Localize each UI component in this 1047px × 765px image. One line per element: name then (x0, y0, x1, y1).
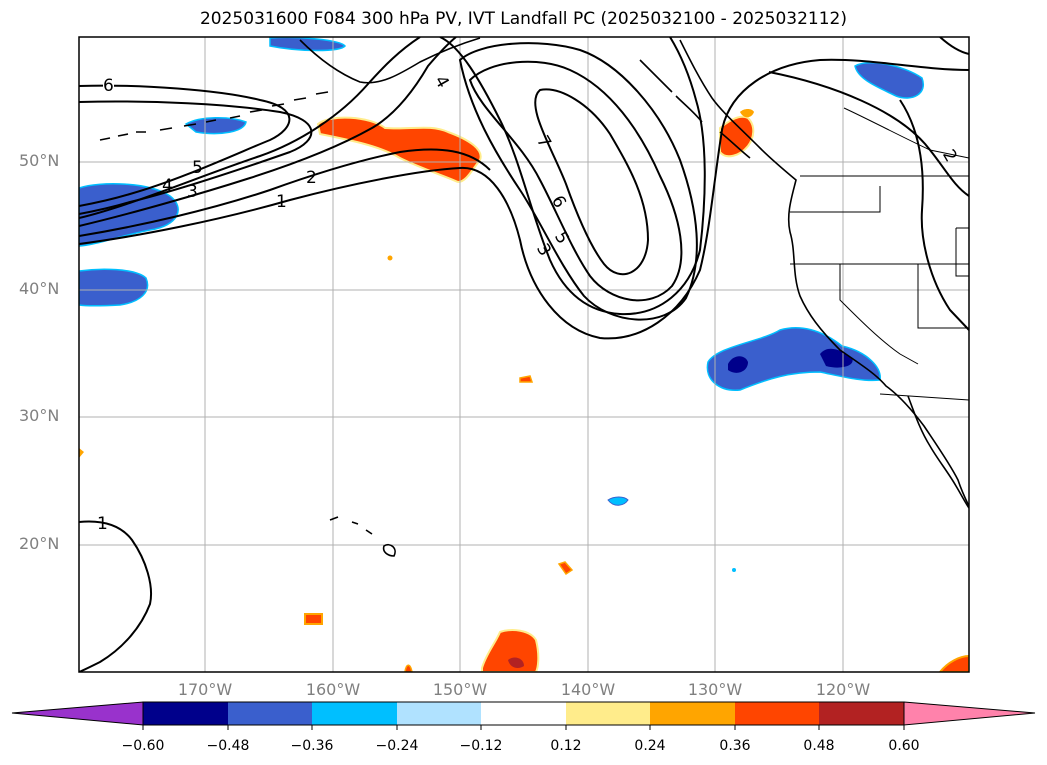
colorbar-swatch (228, 702, 312, 725)
colorbar-tick-label: 0.36 (719, 738, 751, 754)
negative-anomaly-patch (79, 268, 149, 307)
map-frame (78, 36, 970, 673)
negative-anomaly-patch (269, 37, 346, 52)
colorbar-tick-marks (142, 725, 905, 730)
contour-right-edge (899, 99, 969, 331)
positive-anomaly-patch (740, 109, 754, 118)
positive-anomaly-patch (316, 116, 482, 184)
colorbar-swatch (312, 702, 397, 725)
colorbar-tick-label: −0.48 (206, 738, 250, 754)
baja-california-coastline (907, 395, 969, 509)
contour-ridge-4 (439, 37, 706, 316)
colorbar-swatch (819, 702, 904, 725)
contour-ridge-5 (458, 42, 698, 321)
lat-label: 40°N (19, 279, 60, 298)
contour-6-left (79, 84, 291, 207)
contour-2 (79, 148, 491, 237)
north-america-coastline (679, 39, 969, 507)
positive-anomaly-patch (938, 654, 969, 672)
map-title: 2025031600 F084 300 hPa PV, IVT Landfall… (199, 9, 847, 29)
positive-anomaly-patch (387, 255, 393, 261)
positive-anomaly-patch (304, 613, 323, 625)
contour-ridge-6 (468, 60, 683, 302)
contour-1 (79, 58, 969, 340)
lon-label: 120°W (815, 680, 871, 699)
colorbar-swatch (735, 702, 819, 725)
canada-coast-islands (639, 59, 751, 159)
colorbar-tick-label: −0.24 (375, 738, 419, 754)
lat-label: 20°N (19, 534, 60, 553)
colorbar-swatch (481, 702, 566, 725)
alaska-coastline (299, 37, 481, 84)
positive-anomaly-patch (519, 375, 534, 383)
contour-3 (79, 37, 457, 227)
colorbar-extend-low (11, 701, 144, 726)
negative-anomaly-patch (854, 62, 925, 99)
colorbar-tick-label: −0.36 (290, 738, 334, 754)
contour-1-south (79, 520, 152, 672)
negative-anomaly-patch (184, 117, 247, 135)
lon-label: 140°W (560, 680, 616, 699)
weak-negative-anomaly-patch (732, 568, 736, 572)
coastlines (99, 37, 969, 557)
lon-label: 160°W (305, 680, 361, 699)
lon-label: 130°W (687, 680, 743, 699)
strong-positive-anomaly-patch (508, 657, 524, 668)
colorbar-swatch (650, 702, 735, 725)
positive-anomaly-patch (79, 448, 84, 458)
weak-negative-anomaly-patch (607, 496, 629, 506)
positive-anomaly-patch (719, 115, 755, 158)
colorbar-tick-label: −0.12 (459, 738, 503, 754)
pv-contours (79, 37, 969, 672)
gridlines (79, 37, 969, 672)
lat-label: 30°N (19, 406, 60, 425)
colorbar-tick-label: −0.60 (121, 738, 165, 754)
positive-anomaly-patch (557, 561, 574, 576)
colorbar-swatch (566, 702, 650, 725)
strong-negative-anomaly-patch (728, 356, 748, 373)
colorbar-frame (142, 701, 905, 726)
contour-4 (79, 37, 421, 219)
colorbar-tick-label: 0.24 (634, 738, 666, 754)
colorbar (11, 701, 1036, 730)
colorbar-tick-label: 0.60 (888, 738, 920, 754)
hawaii-islands (329, 516, 396, 557)
positive-anomaly-patch (481, 629, 540, 672)
pv-shading (79, 37, 969, 672)
colorbar-tick-label: 0.48 (803, 738, 835, 754)
contour-ridge-7 (534, 88, 650, 276)
colorbar-swatch (397, 702, 481, 725)
state-borders (790, 107, 969, 401)
lat-label: 50°N (19, 151, 60, 170)
lon-label: 170°W (177, 680, 233, 699)
lon-label: 150°W (432, 680, 488, 699)
positive-anomaly-patch (404, 664, 413, 672)
colorbar-swatch (143, 702, 228, 725)
colorbar-tick-label: 0.12 (550, 738, 582, 754)
colorbar-extend-high (903, 701, 1036, 726)
